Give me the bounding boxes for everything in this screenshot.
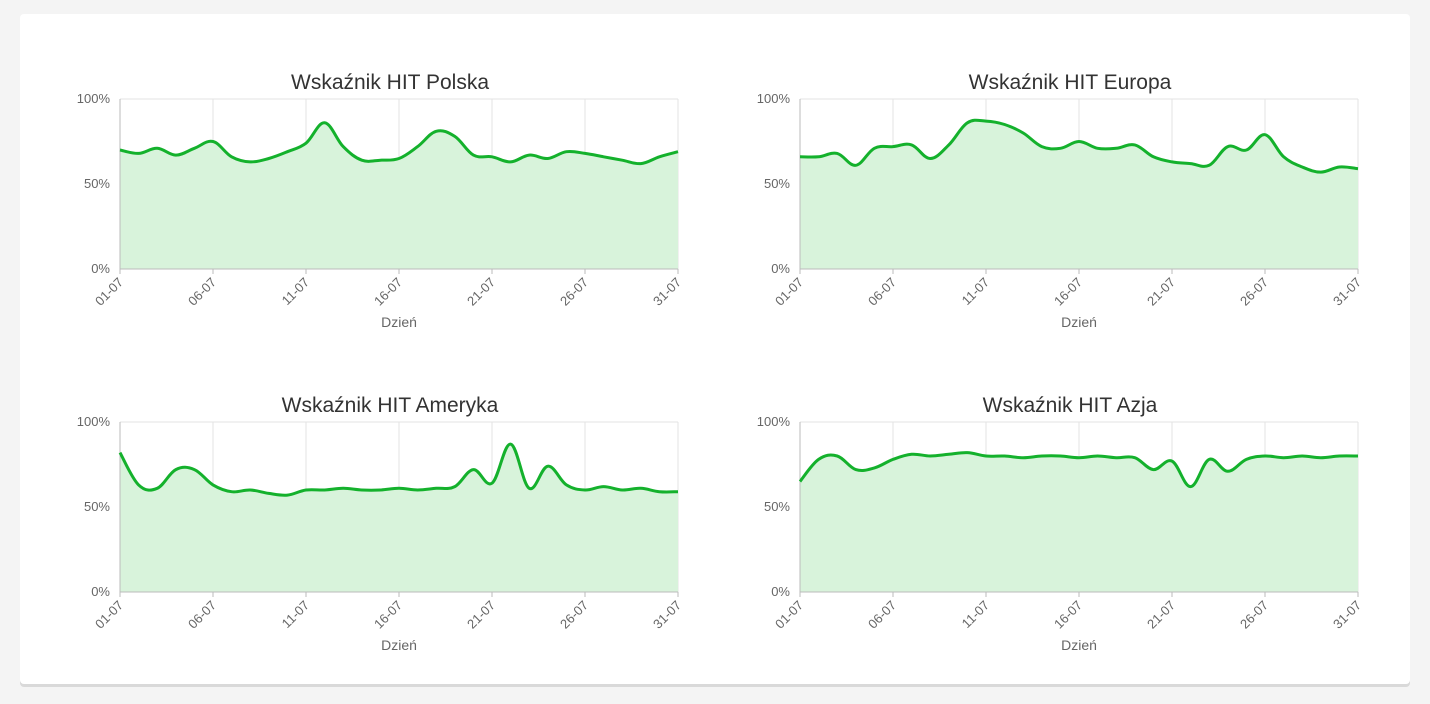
- chart-hit-polska: Wskaźnik HIT Polska 0% 50% 100% 01-07 06-07 1…: [50, 39, 730, 359]
- charts-panel: Wskaźnik HIT Polska 0% 50% 100% 01-07 06-07 1…: [20, 14, 1410, 684]
- series-area: [120, 122, 678, 269]
- x-tick-label: 06-07: [185, 275, 219, 309]
- x-tick-label: 16-07: [1051, 275, 1085, 309]
- x-axis-label: Dzień: [1061, 637, 1097, 653]
- y-tick-label: 100%: [757, 91, 791, 106]
- x-axis-label: Dzień: [381, 314, 417, 330]
- chart-svg: 0% 50% 100% 01-07 06-07 11-07 16-07 21-07 26-07 3…: [77, 414, 684, 653]
- x-tick-label: 06-07: [185, 598, 219, 632]
- x-tick-label: 21-07: [464, 598, 498, 632]
- series-line: [799, 118, 1359, 174]
- x-tick-label: 11-07: [959, 275, 992, 308]
- y-tick-label: 50%: [764, 176, 790, 191]
- y-tick-label: 0%: [771, 584, 790, 599]
- x-tick-label: 21-07: [1144, 275, 1178, 309]
- chart-title: Wskaźnik HIT Ameryka: [281, 394, 499, 417]
- chart-svg: 0% 50% 100% 01-07 06-07 11-07 16-07 21-07 26-07 3…: [757, 414, 1364, 653]
- chart-hit-europa: Wskaźnik HIT Europa 0% 50% 100% 01-07 06-07 1…: [730, 39, 1410, 359]
- y-tick-label: 50%: [84, 176, 110, 191]
- x-tick-label: 26-07: [1237, 598, 1271, 632]
- chart-title: Wskaźnik HIT Azja: [982, 394, 1158, 417]
- x-tick-label: 11-07: [279, 275, 312, 308]
- y-tick-label: 0%: [771, 261, 790, 276]
- chart-title: Wskaźnik HIT Polska: [291, 71, 489, 94]
- y-tick-label: 100%: [77, 414, 111, 429]
- x-tick-label: 06-07: [865, 275, 899, 309]
- x-tick-label: 06-07: [865, 598, 899, 632]
- x-tick-label: 01-07: [92, 598, 126, 632]
- x-axis-label: Dzień: [381, 637, 417, 653]
- x-tick-label: 31-07: [1330, 598, 1364, 632]
- chart-hit-ameryka: Wskaźnik HIT Ameryka 0% 50% 100% 01-07 06-07…: [50, 362, 730, 682]
- x-tick-label: 31-07: [650, 275, 684, 309]
- series-line: [118, 442, 679, 497]
- x-tick-label: 01-07: [772, 598, 806, 632]
- x-tick-label: 11-07: [279, 598, 312, 631]
- y-tick-label: 50%: [84, 499, 110, 514]
- x-tick-label: 31-07: [1330, 275, 1364, 309]
- x-tick-label: 21-07: [464, 275, 498, 309]
- y-tick-label: 50%: [764, 499, 790, 514]
- x-tick-label: 21-07: [1144, 598, 1178, 632]
- y-tick-label: 100%: [77, 91, 111, 106]
- x-tick-label: 11-07: [959, 598, 992, 631]
- x-tick-label: 26-07: [557, 598, 591, 632]
- x-tick-label: 31-07: [650, 598, 684, 632]
- x-tick-label: 26-07: [557, 275, 591, 309]
- x-tick-label: 01-07: [92, 275, 126, 309]
- x-tick-label: 26-07: [1237, 275, 1271, 309]
- y-tick-label: 0%: [91, 584, 110, 599]
- series-area: [800, 452, 1358, 592]
- x-tick-label: 16-07: [1051, 598, 1085, 632]
- y-tick-label: 100%: [757, 414, 791, 429]
- series-line: [119, 121, 679, 166]
- x-tick-label: 01-07: [772, 275, 806, 309]
- chart-svg: 0% 50% 100% 01-07 06-07 11-07 16-07 21-07 26-07 3…: [757, 91, 1364, 330]
- y-tick-label: 0%: [91, 261, 110, 276]
- chart-hit-azja: Wskaźnik HIT Azja 0% 50% 100% 01-07 06-07 11-…: [730, 362, 1410, 682]
- chart-title: Wskaźnik HIT Europa: [968, 71, 1172, 94]
- chart-svg: 0% 50% 100% 01-07 06-07 11-07 16-07 21-07 26-07 3…: [77, 91, 684, 330]
- x-axis-label: Dzień: [1061, 314, 1097, 330]
- x-tick-label: 16-07: [371, 275, 405, 309]
- x-tick-label: 16-07: [371, 598, 405, 632]
- series-line: [798, 451, 1359, 489]
